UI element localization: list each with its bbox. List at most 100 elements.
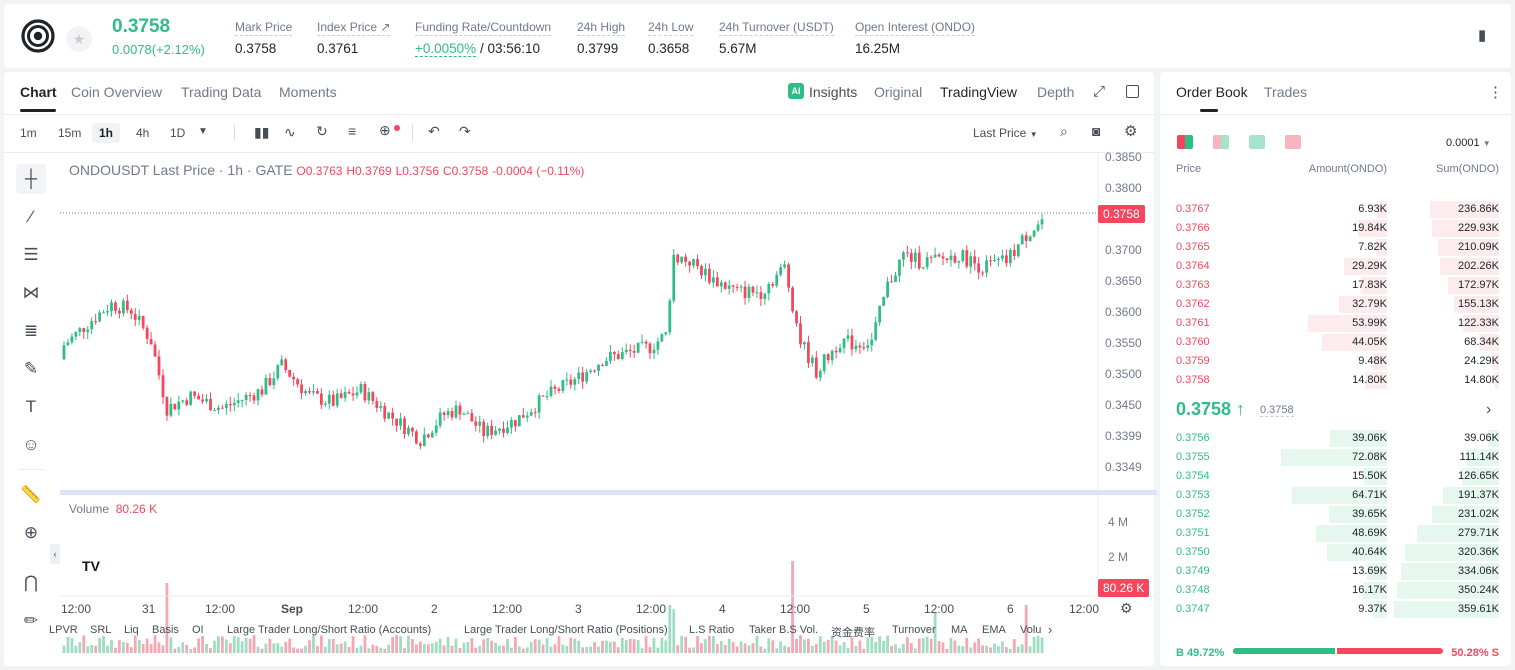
- interval-1m[interactable]: 1m: [20, 126, 37, 140]
- chevron-down-icon[interactable]: ▼: [198, 126, 208, 137]
- tab-trading-data[interactable]: Trading Data: [181, 84, 262, 100]
- view-asks-icon[interactable]: [1285, 135, 1301, 149]
- tab-moments[interactable]: Moments: [279, 84, 337, 100]
- bottom-tab-lt-accounts[interactable]: Large Trader Long/Short Ratio (Accounts): [227, 624, 432, 636]
- bid-row[interactable]: 0.3754 15.50K 126.65K: [1160, 467, 1511, 486]
- bid-row[interactable]: 0.3753 64.71K 191.37K: [1160, 486, 1511, 505]
- ask-row[interactable]: 0.3762 32.79K 155.13K: [1160, 295, 1511, 314]
- candlestick-chart[interactable]: [4, 72, 1154, 666]
- tab-trades[interactable]: Trades: [1264, 84, 1308, 100]
- horizontal-lines-tool-icon[interactable]: ☰: [23, 245, 39, 264]
- bottom-tab-lpvr[interactable]: LPVR: [49, 624, 78, 636]
- tab-coin-overview[interactable]: Coin Overview: [71, 84, 163, 100]
- magnet-tool-icon[interactable]: ⋂: [24, 573, 38, 592]
- chart-settings-icon[interactable]: ⚙: [1120, 600, 1133, 616]
- price-source-select[interactable]: Last Price ▼: [973, 126, 1038, 140]
- interval-15m[interactable]: 15m: [58, 126, 82, 140]
- replay-icon[interactable]: ↻: [316, 123, 328, 139]
- pane-separator[interactable]: [60, 490, 1157, 495]
- ask-row[interactable]: 0.3764 29.29K 202.26K: [1160, 257, 1511, 276]
- lock-drawing-tool-icon[interactable]: ✏: [23, 611, 39, 630]
- crosshair-tool-icon[interactable]: ┼: [16, 164, 46, 194]
- view-split-icon[interactable]: [1213, 135, 1229, 149]
- favorite-star-icon[interactable]: ★: [66, 26, 92, 52]
- bid-row[interactable]: 0.3747 9.37K 359.61K: [1160, 600, 1511, 619]
- ask-row[interactable]: 0.3758 14.80K 14.80K: [1160, 371, 1511, 390]
- expand-icon[interactable]: ⤢: [1093, 83, 1106, 100]
- more-vertical-icon[interactable]: ⋮: [1488, 84, 1503, 101]
- view-both-icon[interactable]: [1177, 135, 1193, 149]
- ask-row[interactable]: 0.3763 17.83K 172.97K: [1160, 276, 1511, 295]
- add-icon[interactable]: ⊕: [379, 122, 391, 138]
- trendline-tool-icon[interactable]: ⁄: [29, 207, 33, 226]
- bid-row[interactable]: 0.3756 39.06K 39.06K: [1160, 429, 1511, 448]
- gear-icon[interactable]: ⚙: [1124, 123, 1138, 140]
- text-tool-icon[interactable]: T: [25, 397, 37, 416]
- book-icon[interactable]: ▮: [1478, 27, 1487, 44]
- view-tradingview[interactable]: TradingView: [940, 84, 1018, 100]
- order-sum: 122.33K: [1458, 317, 1499, 329]
- ask-row[interactable]: 0.3765 7.82K 210.09K: [1160, 238, 1511, 257]
- stat-mark-price[interactable]: Mark Price 0.3758: [235, 20, 293, 56]
- interval-1h[interactable]: 1h: [92, 123, 121, 143]
- order-price: 0.3767: [1176, 203, 1210, 215]
- pattern-tool-icon[interactable]: ⋈: [22, 283, 40, 302]
- candle-type-icon[interactable]: ▮▮: [254, 124, 270, 140]
- search-icon[interactable]: ⌕: [1060, 123, 1068, 139]
- bottom-tab-basis[interactable]: Basis: [152, 624, 179, 636]
- bottom-tab-ema[interactable]: EMA: [982, 624, 1006, 636]
- bottom-tab-oi[interactable]: OI: [192, 624, 204, 636]
- bid-row[interactable]: 0.3752 39.65K 231.02K: [1160, 505, 1511, 524]
- bid-row[interactable]: 0.3750 40.64K 320.36K: [1160, 543, 1511, 562]
- bid-row[interactable]: 0.3755 72.08K 111.14K: [1160, 448, 1511, 467]
- view-original[interactable]: Original: [874, 84, 923, 100]
- bottom-tab-liq[interactable]: Liq: [124, 624, 139, 636]
- bottom-tab-volume[interactable]: Volu: [1020, 624, 1042, 636]
- chevron-right-icon[interactable]: ›: [1486, 401, 1492, 418]
- zoom-in-tool-icon[interactable]: ⊕: [23, 523, 39, 542]
- precision-select[interactable]: 0.0001 ▼: [1446, 137, 1491, 149]
- bottom-tab-turnover[interactable]: Turnover: [892, 624, 936, 636]
- x-tick: 3: [575, 602, 582, 616]
- bid-row[interactable]: 0.3748 16.17K 350.24K: [1160, 581, 1511, 600]
- stat-funding-rate[interactable]: Funding Rate/Countdown +0.0050% / 03:56:1…: [415, 20, 552, 57]
- templates-icon[interactable]: ≡: [348, 123, 357, 139]
- x-tick: 12:00: [61, 602, 92, 616]
- bottom-tab-taker-vol[interactable]: Taker B.S Vol.: [749, 624, 819, 636]
- order-price: 0.3766: [1176, 222, 1210, 234]
- indicators-icon[interactable]: ∿: [284, 124, 296, 140]
- interval-4h[interactable]: 4h: [136, 126, 150, 140]
- view-insights[interactable]: Insights: [809, 84, 858, 100]
- view-depth[interactable]: Depth: [1037, 84, 1075, 100]
- ruler-tool-icon[interactable]: 📏: [20, 485, 42, 504]
- stat-index-price[interactable]: Index Price ↗ 0.3761: [317, 20, 391, 56]
- window-icon[interactable]: [1126, 85, 1139, 98]
- interval-1d[interactable]: 1D: [170, 126, 186, 140]
- ask-row[interactable]: 0.3766 19.84K 229.93K: [1160, 219, 1511, 238]
- bid-row[interactable]: 0.3749 13.69K 334.06K: [1160, 562, 1511, 581]
- order-sum: 279.71K: [1458, 527, 1499, 539]
- bottom-tab-srl[interactable]: SRL: [90, 624, 112, 636]
- order-amount: 9.48K: [1358, 355, 1387, 367]
- emoji-tool-icon[interactable]: ☺: [22, 435, 40, 454]
- view-bids-icon[interactable]: [1249, 135, 1265, 149]
- tab-chart[interactable]: Chart: [20, 84, 57, 100]
- ask-row[interactable]: 0.3761 53.99K 122.33K: [1160, 314, 1511, 333]
- ask-row[interactable]: 0.3759 9.48K 24.29K: [1160, 352, 1511, 371]
- tab-order-book[interactable]: Order Book: [1176, 84, 1248, 100]
- redo-icon[interactable]: ↷: [459, 123, 471, 139]
- brush-tool-icon[interactable]: ✎: [23, 359, 39, 378]
- bottom-tab-funding-rate[interactable]: 资金费率: [831, 627, 875, 639]
- bottom-tab-ma[interactable]: MA: [951, 624, 968, 636]
- fib-tool-icon[interactable]: ≣: [23, 321, 39, 340]
- bottom-tab-lt-positions[interactable]: Large Trader Long/Short Ratio (Positions…: [464, 624, 668, 636]
- ask-row[interactable]: 0.3760 44.05K 68.34K: [1160, 333, 1511, 352]
- bid-row[interactable]: 0.3751 48.69K 279.71K: [1160, 524, 1511, 543]
- undo-icon[interactable]: ↶: [428, 123, 440, 139]
- order-price: 0.3750: [1176, 546, 1210, 558]
- chevron-right-icon[interactable]: ›: [1048, 622, 1053, 637]
- bottom-tab-ls-ratio[interactable]: L.S Ratio: [689, 624, 735, 636]
- camera-icon[interactable]: ◙: [1092, 123, 1101, 139]
- ask-row[interactable]: 0.3767 6.93K 236.86K: [1160, 200, 1511, 219]
- collapse-toolbar-icon[interactable]: ‹: [50, 544, 60, 564]
